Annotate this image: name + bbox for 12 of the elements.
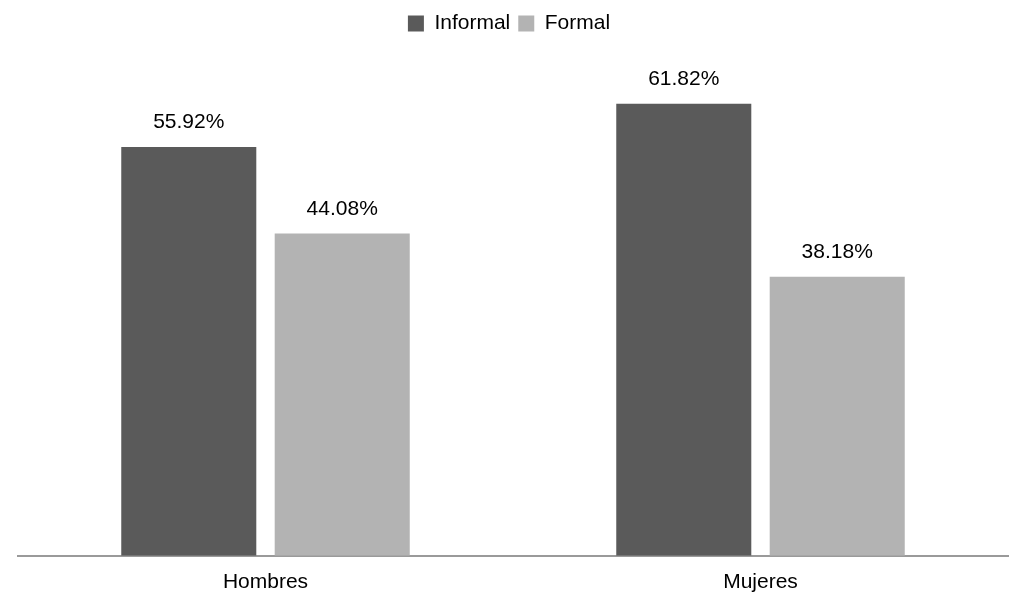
bar [616, 103, 752, 556]
legend-label: Informal [434, 10, 511, 34]
data-label: 55.92% [153, 109, 225, 133]
x-tick-label: Hombres [222, 569, 309, 593]
data-label: 44.08% [306, 195, 378, 219]
data-label: 61.82% [648, 66, 720, 90]
bar [121, 146, 257, 556]
legend-label: Formal [544, 10, 611, 34]
bar [769, 276, 905, 556]
bar [274, 233, 410, 556]
data-label: 38.18% [801, 238, 873, 262]
x-tick-label: Mujeres [723, 569, 798, 593]
